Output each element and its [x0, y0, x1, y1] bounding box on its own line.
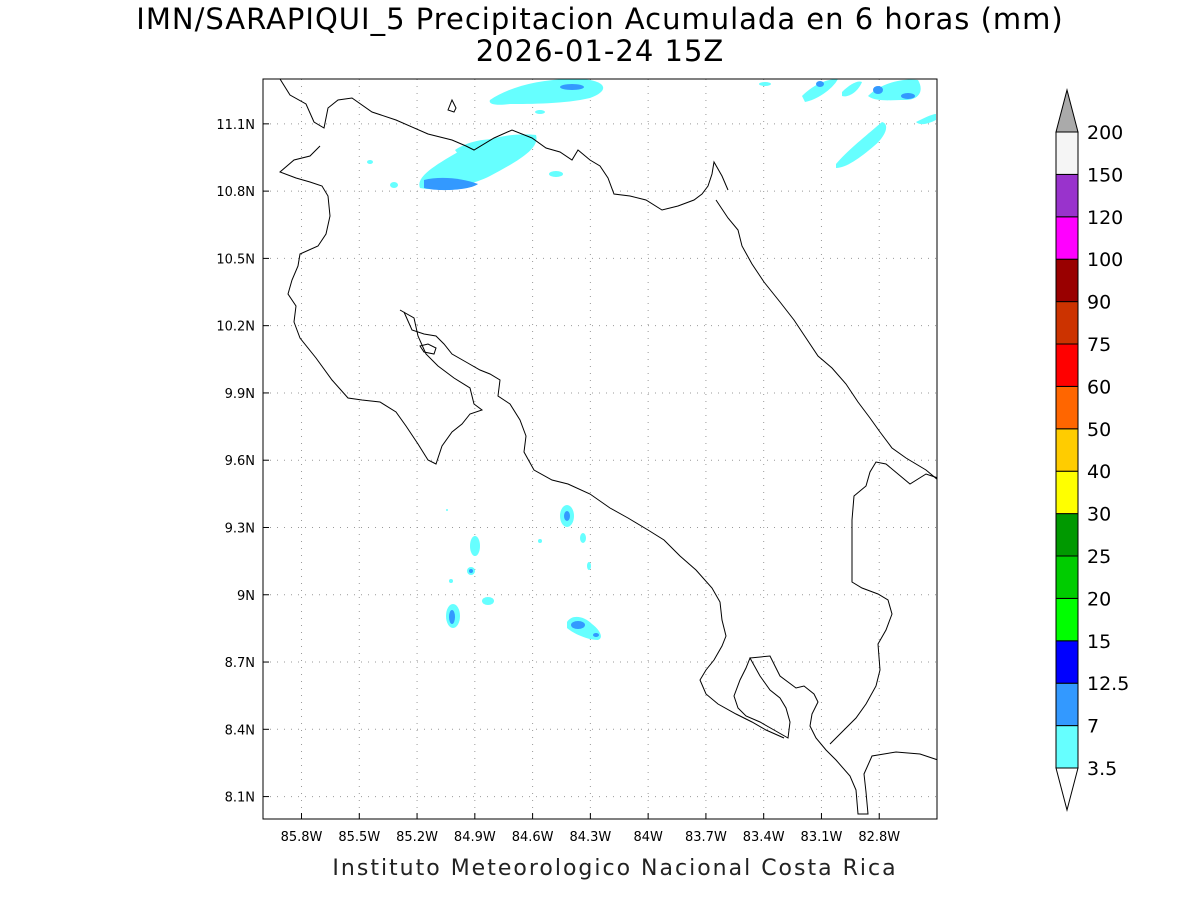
coastline-pacific-north [279, 145, 484, 465]
lon-tick-label: 85.5W [338, 830, 380, 845]
lon-tick-label: 82.8W [858, 830, 900, 845]
colorbar-level-label: 3.5 [1087, 758, 1117, 780]
lon-tick-label: 85.2W [396, 830, 438, 845]
lon-tick-label: 83.7W [685, 830, 727, 845]
colorbar-level-label: 150 [1087, 164, 1123, 186]
colorbar-level-label: 100 [1087, 249, 1123, 271]
colorbar-swatch [1055, 555, 1079, 599]
colorbar-swatch [1055, 301, 1079, 345]
lat-tick-label: 11.1N [216, 118, 255, 133]
island-chira [419, 343, 437, 355]
lon-tick-label: 83.1W [801, 830, 843, 845]
lat-tick-label: 9.3N [225, 521, 255, 536]
colorbar-swatch [1055, 131, 1079, 175]
map-frame [262, 78, 938, 820]
precip-patch-caribbean-ne [759, 79, 936, 168]
colorbar-level-label: 7 [1087, 716, 1099, 738]
grid-lines [263, 79, 937, 819]
colorbar-swatch [1055, 470, 1079, 515]
colorbar-level-label: 200 [1087, 122, 1123, 144]
lat-tick-label: 8.4N [225, 723, 255, 738]
coastline-nicaragua-lake [279, 79, 729, 211]
coastline-nicoya-gulf [403, 311, 785, 739]
colorbar-level-label: 90 [1087, 292, 1111, 314]
colorbar-swatch [1055, 597, 1079, 642]
colorbar-swatch [1055, 216, 1079, 260]
coastline-caribbean [715, 199, 937, 480]
colorbar-level-label: 120 [1087, 207, 1123, 229]
coastline-osa-golfito [749, 655, 937, 815]
institution-credit: Instituto Meteorologico Nacional Costa R… [332, 856, 898, 881]
colorbar-level-label: 40 [1087, 461, 1111, 483]
island-lake [447, 98, 457, 113]
lat-tick-label: 10.2N [216, 320, 255, 335]
lon-tick-label: 84.3W [569, 830, 611, 845]
colorbar-swatch [1055, 725, 1079, 769]
lat-tick-label: 10.5N [216, 252, 255, 267]
lat-tick-label: 8.1N [225, 791, 255, 806]
longitude-tick-labels: 85.8W 85.5W 85.2W 84.9W 84.6W 84.3W 84W 83.7W 83… [281, 813, 900, 845]
precipitation-colorbar: 3.5 7 12.5 15 20 25 30 40 50 60 75 90 100 120 150 200 [1055, 88, 1129, 812]
colorbar-swatch [1055, 428, 1079, 472]
colorbar-level-label: 15 [1087, 631, 1111, 653]
map-subtitle-datetime: 2026-01-24 15Z [475, 34, 725, 68]
colorbar-swatch [1055, 343, 1079, 387]
colorbar-level-label: 75 [1087, 334, 1111, 356]
precipitation-shading [367, 79, 936, 640]
colorbar-over-arrow [1055, 88, 1079, 133]
lon-tick-label: 85.8W [281, 830, 323, 845]
precip-patch-central-pacific [538, 505, 591, 570]
lon-tick-label: 84W [633, 830, 663, 845]
lon-tick-label: 84.6W [512, 830, 554, 845]
colorbar-level-label: 30 [1087, 504, 1111, 526]
lat-tick-label: 10.8N [216, 185, 255, 200]
lat-tick-label: 9N [237, 589, 255, 604]
lat-tick-label: 8.7N [225, 656, 255, 671]
latitude-tick-labels: 8.1N 8.4N 8.7N 9N 9.3N 9.6N 9.9N 10.2N 10.5N 10.8… [216, 118, 269, 806]
colorbar-under-arrow [1055, 767, 1079, 812]
lon-tick-label: 83.4W [743, 830, 785, 845]
colorbar-level-label: 12.5 [1087, 673, 1129, 695]
colorbar-level-label: 25 [1087, 546, 1111, 568]
colorbar-level-label: 50 [1087, 419, 1111, 441]
coastlines [279, 79, 937, 815]
coastline-osa-peninsula [733, 656, 791, 739]
precip-patch-nicaragua-north [455, 79, 604, 154]
colorbar-swatch [1055, 258, 1079, 303]
colorbar-swatch [1055, 682, 1079, 727]
colorbar-level-label: 60 [1087, 376, 1111, 398]
map-title: IMN/SARAPIQUI_5 Precipitacion Acumulada … [136, 2, 1064, 36]
lat-tick-label: 9.9N [225, 387, 255, 402]
precip-patch-osa [567, 616, 601, 640]
colorbar-swatch [1055, 385, 1079, 430]
colorbar-swatch [1055, 640, 1079, 684]
colorbar-swatch [1055, 173, 1079, 218]
lat-tick-label: 9.6N [225, 454, 255, 469]
colorbar-swatch [1055, 513, 1079, 557]
precip-patch-north-guanacaste [367, 134, 563, 191]
precip-patch-nicoya-offshore [446, 509, 494, 628]
coastline-burica [829, 461, 937, 745]
colorbar-level-label: 20 [1087, 588, 1111, 610]
lon-tick-label: 84.9W [454, 830, 496, 845]
